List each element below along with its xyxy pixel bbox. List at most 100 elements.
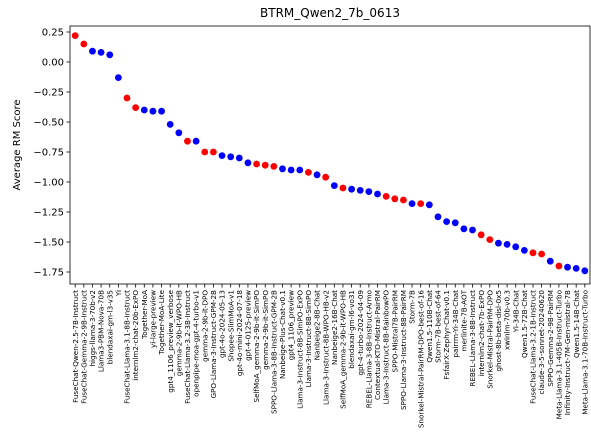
y-tick-label: −1.50 xyxy=(33,238,64,249)
data-point xyxy=(227,153,235,161)
data-point xyxy=(546,257,554,265)
x-tick-label: SPPO-Mistral7B-PairRM xyxy=(390,290,399,372)
data-point xyxy=(313,171,321,179)
x-tick-label: Llama-3-Instruct-8B-SimPO xyxy=(304,290,313,388)
data-point xyxy=(477,231,485,239)
x-tick-label: FuseChat-Qwen-2.5-7B-Instruct xyxy=(71,290,80,403)
data-point xyxy=(106,51,114,59)
x-tick-label: Nanbeige2-8B-Chat xyxy=(313,290,322,361)
data-point xyxy=(123,94,131,102)
data-point xyxy=(486,236,494,244)
x-tick-label: FuseChat-Gemma-2-9B-Instruct xyxy=(79,290,88,404)
data-point xyxy=(209,148,217,156)
data-point xyxy=(261,161,269,169)
data-point xyxy=(132,104,140,111)
data-point xyxy=(287,166,295,174)
x-tick-label: yi-large-preview xyxy=(149,290,158,348)
x-tick-label: gpt-4o-2024-05-13 xyxy=(218,290,227,358)
data-point xyxy=(97,49,105,56)
x-tick-label: blendaxai-gm-l6-vo31 xyxy=(347,290,356,369)
data-point xyxy=(279,165,286,173)
data-point xyxy=(425,201,433,209)
x-tick-label: REBEL-Llama-3-8B-Instruct-Armo xyxy=(364,290,373,408)
x-tick-label: Nanbeige-Plus-Chat-v0.1 xyxy=(278,290,287,379)
y-tick-label: −0.25 xyxy=(33,88,64,99)
x-tick-label: Storm-7B-best-of-64 xyxy=(434,290,443,363)
x-tick-label: internlm2-chat-20b-ExPO xyxy=(131,290,140,381)
x-tick-label: SelfMoA_gemma-2-9b-it-WPO-HB xyxy=(339,290,348,409)
chart-title: BTRM_Qwen2_7b_0613 xyxy=(260,6,400,20)
x-tick-label: claude-3-5-sonnet-20240620 xyxy=(537,290,546,395)
x-tick-label: Yi xyxy=(114,290,123,297)
data-point xyxy=(451,219,459,227)
x-tick-label: Meta-Llama-3.1-405B-Instruct-Turbo xyxy=(555,290,564,419)
x-tick-label: GPO-Llama-3-Instruct-GPM-2B xyxy=(209,290,218,399)
data-point xyxy=(218,152,226,160)
x-tick-label: Infinity-Instruct-7M-Gen-mistral-7B xyxy=(563,290,572,415)
data-point xyxy=(520,247,528,254)
plot-area-frame xyxy=(69,25,591,285)
data-point xyxy=(330,182,338,190)
x-tick-label: SPPO-Llama-3-Instruct-8B-PairRM xyxy=(399,290,408,410)
data-point xyxy=(365,188,373,196)
x-tick-label: Llama-3-Instruct-8B-RainbowPO xyxy=(382,290,391,405)
x-tick-label: gemma-2-9b-it-DPO xyxy=(200,290,209,362)
data-point xyxy=(495,239,502,247)
x-tick-label: Contextual-KTO-Mistral-PairRM xyxy=(373,290,382,400)
data-points xyxy=(71,32,589,275)
y-tick-label: 0.00 xyxy=(42,58,64,69)
y-tick-label: −1.25 xyxy=(33,208,64,219)
data-point xyxy=(166,121,174,128)
x-tick-label: Together-MoA-Lite xyxy=(157,289,166,355)
data-point xyxy=(339,184,347,192)
x-tick-label: gpt-4-0125-preview xyxy=(244,290,253,361)
y-tick-label: −1.00 xyxy=(33,178,64,189)
x-tick-label: gpt4_1106_preview_verbose xyxy=(166,289,175,392)
x-tick-label: Snorkel-Mistral-PairRM-DPO-best-of-16 xyxy=(416,290,425,429)
x-tick-label: SPPO-Gemma-2-9B-PairRM xyxy=(546,290,555,387)
data-point xyxy=(253,160,260,168)
data-point xyxy=(80,40,88,48)
x-tick-label: FsfairX-Zephyr-Chat-v0.1 xyxy=(442,290,451,380)
x-tick-label: REBEL-Llama-3-8B-Instruct xyxy=(468,290,477,387)
data-point xyxy=(322,173,330,181)
x-tick-label: gpt-4-turbo-2024-04-09 xyxy=(356,290,365,376)
data-point xyxy=(184,137,191,145)
x-axis-ticks: FuseChat-Qwen-2.5-7B-Instruct FuseChat-Ge… xyxy=(71,284,589,429)
data-point xyxy=(443,218,451,226)
data-point xyxy=(296,166,304,174)
data-point xyxy=(391,195,399,203)
x-tick-label: Storm-7B xyxy=(408,290,417,324)
x-tick-label: pairrm-Yi-34B-Chat xyxy=(451,290,460,358)
data-point xyxy=(417,200,425,208)
data-point xyxy=(114,74,122,81)
x-tick-label: Qwen1.5-14B-Chat xyxy=(572,290,581,358)
x-tick-label: merlinite-7B-AOT xyxy=(459,289,468,351)
data-point xyxy=(149,107,157,115)
data-point xyxy=(512,243,520,251)
data-point xyxy=(374,190,381,198)
data-point xyxy=(460,225,468,233)
data-point xyxy=(469,226,476,234)
x-tick-label: Llama3-PBM-Nova-70B xyxy=(97,290,106,372)
data-point xyxy=(201,148,209,156)
x-tick-label: openpipe-moa-gpt-4-turbo-v1 xyxy=(192,290,201,397)
y-axis-label: Average RM Score xyxy=(12,99,23,190)
data-point xyxy=(140,106,148,114)
data-point xyxy=(434,213,442,221)
x-tick-label: Together-MoA xyxy=(140,290,149,340)
x-tick-label: higgs-llama-3-70b-v2 xyxy=(88,290,97,367)
x-tick-label: Llama-3-Instruct-8B-SimPO-ExPO xyxy=(295,290,304,409)
y-axis-ticks: 0.25 0.00 −0.25 −0.50 −0.75 −1.00 −1.25 −1.50 −1… xyxy=(33,28,70,279)
x-tick-label: Yi-34B-Chat xyxy=(511,290,520,333)
data-point xyxy=(175,129,183,137)
x-tick-label: FuseChat-Llama-3.2-3B-Instruct xyxy=(183,290,192,404)
data-point xyxy=(158,107,165,115)
x-tick-label: gemma-2-9b-it-SimPO xyxy=(261,290,270,370)
data-point xyxy=(244,159,252,167)
data-point xyxy=(555,262,563,270)
data-point xyxy=(235,154,243,162)
x-tick-label: Nanbeige2-16B-Chat xyxy=(330,290,339,365)
x-tick-label: Shopee-SlimMoA-v1 xyxy=(226,290,235,362)
data-point xyxy=(71,32,79,39)
